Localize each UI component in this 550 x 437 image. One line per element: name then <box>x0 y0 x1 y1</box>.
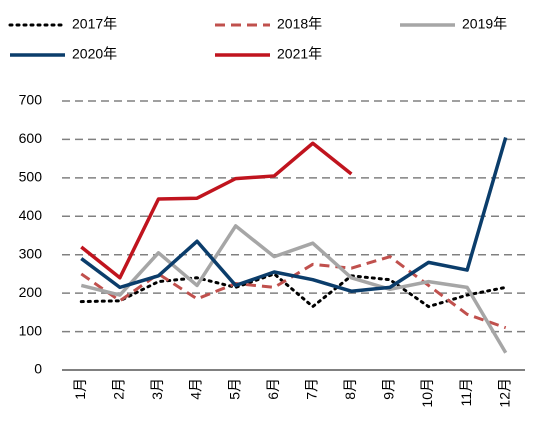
x-tick-label: 3月 <box>149 378 165 400</box>
y-tick-label: 300 <box>19 245 43 261</box>
series-line <box>80 137 508 293</box>
x-tick-label: 8月 <box>342 378 358 400</box>
x-tick-label: 4月 <box>188 378 204 400</box>
x-tick-label: 5月 <box>226 378 242 400</box>
x-tick-label: 1月 <box>72 378 88 400</box>
x-tick-label: 11月 <box>458 378 474 407</box>
series-line <box>79 272 508 309</box>
legend-label: 2020年 <box>72 46 117 62</box>
x-tick-label: 7月 <box>303 378 319 400</box>
y-tick-label: 700 <box>19 92 43 108</box>
legend-label: 2021年 <box>277 46 322 62</box>
y-tick-label: 200 <box>19 284 43 300</box>
x-tick-label: 12月 <box>496 378 512 408</box>
x-tick-label: 2月 <box>111 378 127 400</box>
y-tick-label: 400 <box>19 207 43 223</box>
x-tick-label: 10月 <box>419 378 435 408</box>
legend-label: 2019年 <box>462 16 507 32</box>
y-tick-label: 0 <box>34 361 42 377</box>
y-tick-label: 500 <box>19 169 43 185</box>
y-tick-label: 600 <box>19 130 43 146</box>
x-tick-label: 9月 <box>381 378 397 400</box>
legend-label: 2017年 <box>72 16 117 32</box>
series-line <box>80 141 353 280</box>
x-tick-label: 6月 <box>265 378 281 400</box>
legend-label: 2018年 <box>277 16 322 32</box>
series-line <box>80 224 508 354</box>
y-tick-label: 100 <box>19 322 43 338</box>
